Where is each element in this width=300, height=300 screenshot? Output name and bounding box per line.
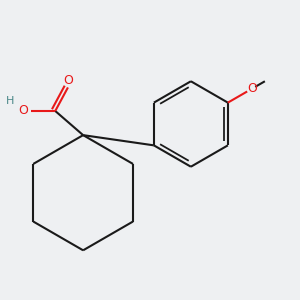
Text: O: O (248, 82, 257, 95)
Text: H: H (6, 96, 15, 106)
Text: O: O (63, 74, 73, 87)
Text: O: O (18, 104, 28, 117)
